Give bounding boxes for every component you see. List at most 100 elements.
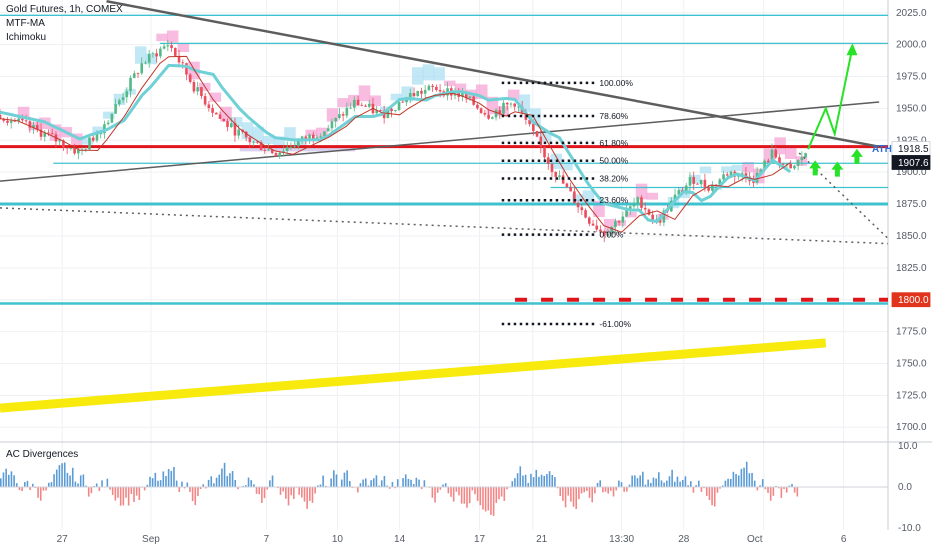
histogram-bar <box>279 487 282 495</box>
histogram-bar <box>468 487 471 504</box>
candle-body <box>643 207 647 210</box>
candle-body <box>625 209 628 217</box>
histogram-bar <box>610 487 612 491</box>
candle-body <box>714 184 718 186</box>
candle-body <box>781 164 785 165</box>
candle-body <box>479 108 483 113</box>
histogram-bar <box>562 487 564 501</box>
candle-body <box>270 149 274 154</box>
cloud-segment <box>699 166 712 174</box>
histogram-bar <box>647 479 649 488</box>
candle-body <box>114 104 117 114</box>
candle-body <box>364 105 367 107</box>
histogram-bar <box>500 487 503 497</box>
histogram-bar <box>578 487 580 500</box>
candle-body <box>752 181 755 183</box>
histogram-bar <box>796 487 799 497</box>
histogram-bar <box>530 473 532 488</box>
candle-body <box>647 209 651 215</box>
candle-body <box>151 53 155 55</box>
histogram-bar <box>546 474 548 488</box>
fib-label-1: 78.60% <box>599 111 628 121</box>
histogram-bar <box>333 470 335 488</box>
ac-divergences-pane: 10.0 0.0 -10.0 <box>0 441 921 534</box>
cloud-segment <box>529 108 541 125</box>
histogram-bar <box>372 478 375 488</box>
histogram-bar <box>61 463 63 488</box>
price-tick-11: 1750.0 <box>896 358 927 369</box>
histogram-bar <box>234 480 237 488</box>
candle-body <box>573 191 576 204</box>
histogram-bar <box>317 485 319 488</box>
candle-body <box>550 163 554 172</box>
candle-body <box>505 102 509 105</box>
candle-body <box>401 101 405 103</box>
histogram-bar <box>199 487 202 490</box>
candle-body <box>43 132 47 137</box>
cloud-segment <box>507 89 520 101</box>
candle-body <box>591 223 595 226</box>
cloud-segment <box>156 33 168 42</box>
cloud-segment <box>742 162 754 173</box>
histogram-bar <box>74 481 77 488</box>
candle-body <box>155 53 158 57</box>
trend-lines <box>0 0 889 245</box>
histogram-bar <box>402 478 404 488</box>
price-tick-5: 1900.0 <box>896 167 927 178</box>
histogram-bar <box>583 487 586 493</box>
histogram-bar <box>543 475 546 488</box>
cloud-segment <box>625 212 637 218</box>
candle-body <box>468 96 472 98</box>
cloud-segment <box>305 129 318 136</box>
candle-body <box>640 197 643 208</box>
candle-body <box>177 55 181 63</box>
histogram-bar <box>287 487 290 506</box>
histogram-bar <box>178 487 181 492</box>
time-tick-2: 7 <box>264 534 270 545</box>
cloud-segment <box>369 95 381 107</box>
histogram-bar <box>135 487 138 496</box>
candle-body <box>0 114 2 120</box>
candle-body <box>587 217 591 224</box>
candle-body <box>629 206 632 210</box>
candle-body <box>308 134 311 140</box>
histogram-bar <box>711 487 713 506</box>
candle-body <box>65 147 69 149</box>
candle-body <box>595 225 599 230</box>
histogram-bar <box>769 487 772 501</box>
cloud-segment <box>294 138 307 147</box>
candle-body <box>535 131 539 137</box>
candle-body <box>159 48 162 57</box>
candle-body <box>375 110 378 114</box>
candle-body <box>517 106 520 108</box>
candle-body <box>2 119 6 121</box>
histogram-bar <box>298 487 300 495</box>
time-axis[interactable]: 27 Sep 7 10 14 17 21 13:30 28 Oct 6 <box>57 534 847 545</box>
histogram-bar <box>580 487 583 494</box>
candle-body <box>576 203 580 208</box>
histogram-bar <box>157 480 159 488</box>
histogram-bar <box>556 487 559 489</box>
candle-body <box>539 136 543 147</box>
histogram-bar <box>186 482 189 488</box>
histogram-bar <box>474 487 476 495</box>
histogram-bar <box>532 477 535 488</box>
candle-body <box>584 210 587 218</box>
histogram-bar <box>612 487 615 497</box>
candle-body <box>77 149 80 154</box>
cloud-segment <box>262 135 275 145</box>
histogram-bar <box>516 473 519 488</box>
long-moving-average <box>0 338 827 413</box>
candle-body <box>397 101 401 111</box>
histogram-bar <box>303 487 306 502</box>
cloud-segment <box>134 46 147 64</box>
histogram-bar <box>668 476 671 488</box>
histogram-bar <box>133 487 135 502</box>
fibonacci-retracement: 100.00% 78.60% 61.80% 50.00% 38.20% 23.60% 0.0… <box>501 78 633 329</box>
candle-body <box>58 140 61 142</box>
candle-body <box>360 104 364 106</box>
histogram-bar <box>42 487 45 491</box>
candle-body <box>438 89 442 92</box>
histogram-bar <box>708 487 711 500</box>
